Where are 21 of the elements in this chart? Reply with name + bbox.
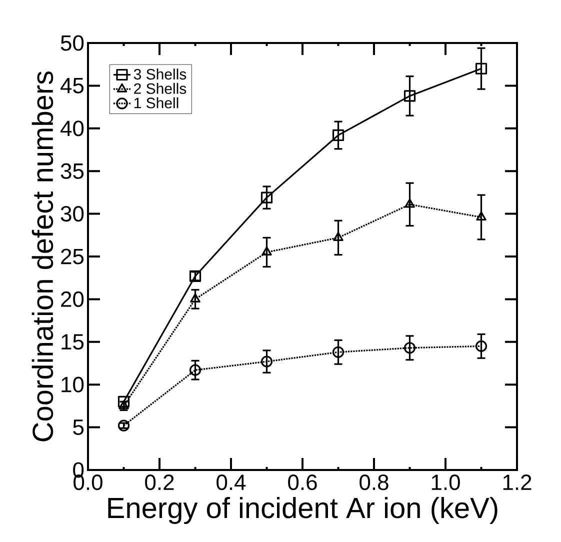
y-tick-label: 30 [60, 206, 84, 222]
legend-label: 1 Shell [134, 97, 178, 108]
x-axis-title: Energy of incident Ar ion (keV) [108, 496, 498, 524]
y-tick-label: 20 [61, 291, 84, 307]
x-tick-label: 0.4 [216, 474, 246, 490]
y-tick-label: 50 [60, 35, 84, 51]
y-tick-label: 10 [62, 376, 84, 392]
y-tick-label: 35 [60, 163, 84, 179]
y-tick-label: 15 [62, 334, 84, 350]
legend-label: 2 Shells [134, 82, 186, 94]
x-tick-label: 1.0 [432, 474, 460, 490]
x-tick-label: 0.8 [360, 474, 388, 490]
y-axis-title: Coordination defect numbers [32, 71, 54, 442]
y-tick-label: 5 [73, 420, 84, 435]
x-tick-label: 1.2 [503, 474, 532, 490]
legend-label: 3 Shells [134, 68, 186, 80]
y-tick-label: 45 [60, 78, 84, 94]
x-tick-label: 0.6 [288, 474, 317, 490]
x-tick-label: 0.2 [145, 474, 174, 490]
y-tick-label: 40 [60, 120, 84, 136]
y-tick-label: 25 [61, 248, 84, 264]
